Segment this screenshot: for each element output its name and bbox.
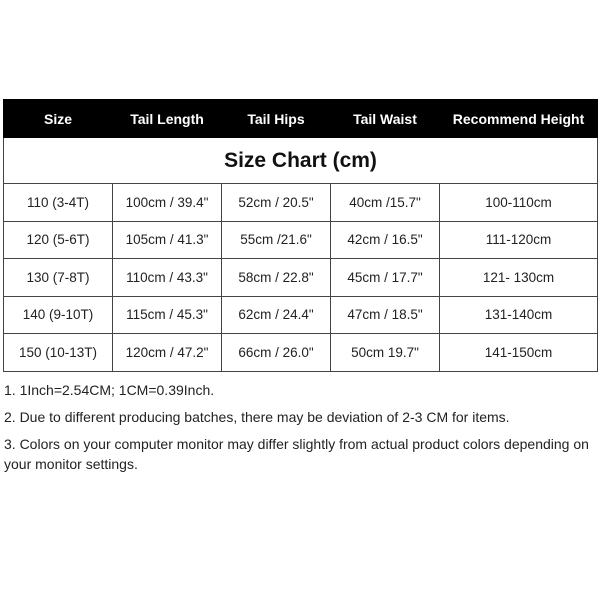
note: 1. 1Inch=2.54CM; 1CM=0.39Inch. [4, 382, 215, 398]
table-row: 120 (5-6T) 105cm / 41.3" 55cm /21.6" 42cm /… [3, 220, 598, 259]
table-row: 140 (9-10T) 115cm / 45.3" 62cm / 24.4" 47cm… [3, 295, 598, 334]
table-cell: 40cm /15.7" [330, 183, 440, 222]
table-cell: 130 (7-8T) [3, 258, 113, 297]
table-cell: 105cm / 41.3" [112, 220, 222, 259]
table-cell: 100cm / 39.4" [112, 183, 222, 222]
table-cell: 121- 130cm [439, 258, 598, 297]
table-row: 130 (7-8T) 110cm / 43.3" 58cm / 22.8" 45cm … [3, 258, 598, 297]
table-cell: 110 (3-4T) [3, 183, 113, 222]
chart-title: Size Chart (cm) [3, 137, 598, 184]
table-row: 110 (3-4T) 100cm / 39.4" 52cm / 20.5" 40cm … [3, 183, 598, 222]
note: 3. Colors on your computer monitor may d… [4, 436, 589, 472]
column-header: Tail Length [112, 99, 222, 138]
table-cell: 110cm / 43.3" [112, 258, 222, 297]
table-cell: 45cm / 17.7" [330, 258, 440, 297]
table-cell: 66cm / 26.0" [221, 333, 331, 372]
table-cell: 111-120cm [439, 220, 598, 259]
table-cell: 140 (9-10T) [3, 295, 113, 334]
table-cell: 62cm / 24.4" [221, 295, 331, 334]
note: 2. Due to different producing batches, t… [4, 409, 510, 425]
table-cell: 141-150cm [439, 333, 598, 372]
table-cell: 115cm / 45.3" [112, 295, 222, 334]
column-header: Recommend Height [439, 99, 598, 138]
column-header: Size [3, 99, 113, 138]
table-cell: 131-140cm [439, 295, 598, 334]
size-chart-table: Size Chart (cm) Size Tail Length Tail Hi… [3, 99, 598, 372]
column-header: Tail Hips [221, 99, 331, 138]
table-cell: 50cm 19.7" [330, 333, 440, 372]
table-cell: 42cm / 16.5" [330, 220, 440, 259]
header-row: Size Tail Length Tail Hips Tail Waist Re… [3, 99, 598, 138]
table-cell: 52cm / 20.5" [221, 183, 331, 222]
table-cell: 55cm /21.6" [221, 220, 331, 259]
notes: 1. 1Inch=2.54CM; 1CM=0.39Inch. 2. Due to… [4, 380, 596, 481]
column-header: Tail Waist [330, 99, 440, 138]
table-cell: 100-110cm [439, 183, 598, 222]
table-cell: 120cm / 47.2" [112, 333, 222, 372]
table-row: 150 (10-13T) 120cm / 47.2" 66cm / 26.0" 50c… [3, 333, 598, 372]
table-cell: 58cm / 22.8" [221, 258, 331, 297]
table-cell: 47cm / 18.5" [330, 295, 440, 334]
table-cell: 150 (10-13T) [3, 333, 113, 372]
table-cell: 120 (5-6T) [3, 220, 113, 259]
